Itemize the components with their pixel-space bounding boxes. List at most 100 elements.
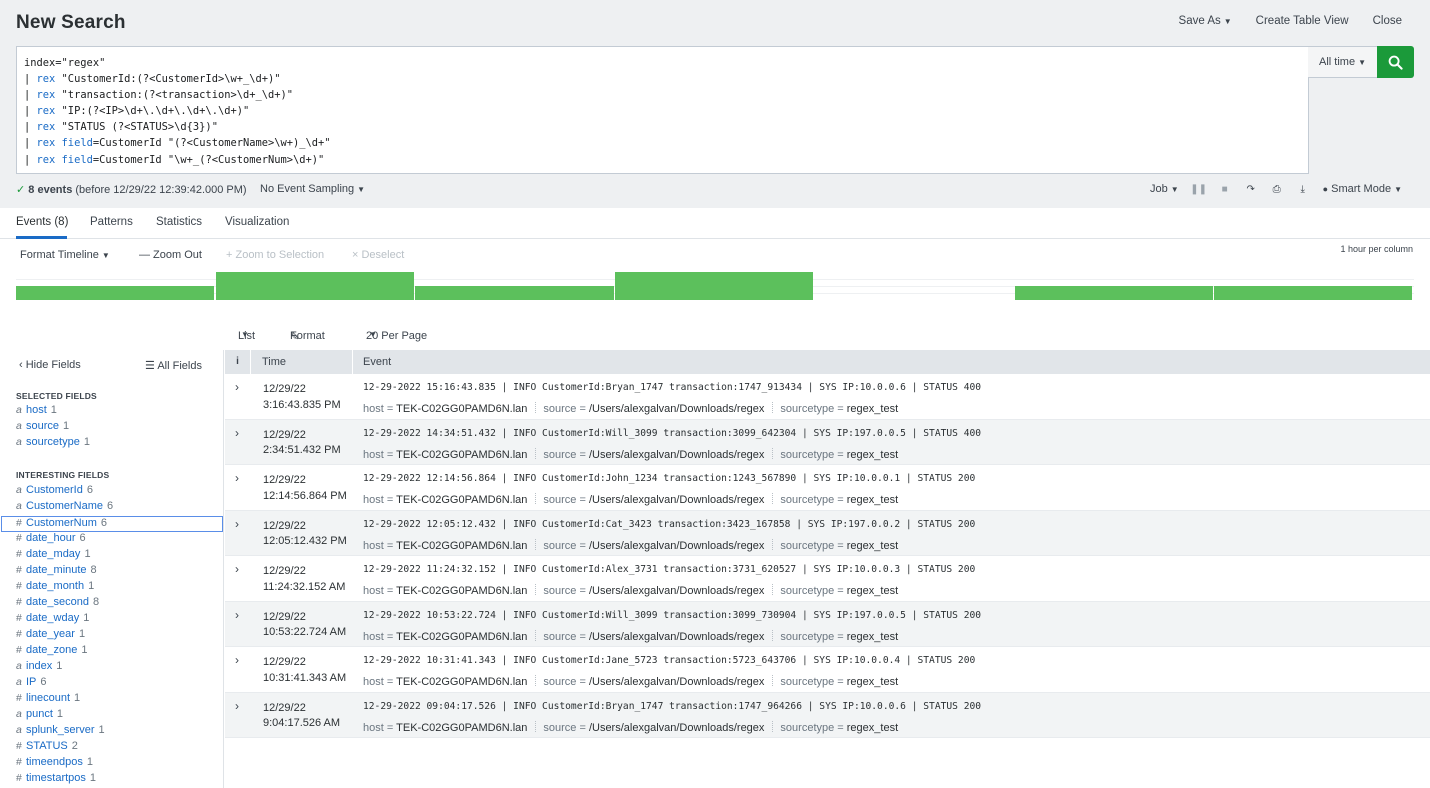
host-value[interactable]: TEK-C02GG0PAMD6N.lan (396, 403, 528, 415)
tab-patterns[interactable]: Patterns (90, 216, 133, 228)
expand-chevron-icon[interactable]: › (235, 698, 239, 713)
event-time[interactable]: 12/29/22 10:53:22.724 AM (263, 610, 346, 641)
search-query-editor[interactable]: index="regex" | rex "CustomerId:(?<Custom… (16, 46, 1309, 174)
source-value[interactable]: /Users/alexgalvan/Downloads/regex (588, 630, 765, 643)
search-mode-menu[interactable]: ● Smart Mode ▼ (1323, 183, 1402, 195)
host-value[interactable]: TEK-C02GG0PAMD6N.lan (396, 494, 528, 506)
sourcetype-value[interactable]: regex_test (846, 494, 899, 506)
sourcetype-value[interactable]: regex_test (846, 448, 899, 461)
expand-chevron-icon[interactable]: › (235, 653, 239, 667)
host-value[interactable]: TEK-C02GG0PAMD6N.lan (396, 721, 528, 734)
sourcetype-value[interactable]: regex_test (846, 676, 899, 688)
event-sampling-menu[interactable]: No Event Sampling ▼ (260, 183, 365, 195)
field-item[interactable]: # date_minute 8 (16, 564, 97, 580)
source-value[interactable]: /Users/alexgalvan/Downloads/regex (588, 676, 765, 688)
field-item[interactable]: # STATUS 2 (16, 740, 78, 756)
tab-statistics[interactable]: Statistics (156, 216, 203, 228)
job-menu[interactable]: Job ▼ (1150, 183, 1179, 195)
stop-icon[interactable]: ■ (1221, 183, 1228, 195)
field-item[interactable]: a sourcetype 1 (16, 436, 90, 452)
create-table-view-link[interactable]: Create Table View (1255, 15, 1349, 27)
field-item[interactable]: # date_zone 1 (16, 644, 88, 660)
field-item[interactable]: # timeendpos 1 (16, 756, 93, 772)
time-range-picker[interactable]: All time ▼ (1308, 46, 1378, 78)
event-time[interactable]: 12/29/22 12:05:12.432 PM (263, 519, 347, 550)
expand-chevron-icon[interactable]: › (235, 471, 239, 485)
hide-fields-button[interactable]: ‹ Hide Fields (19, 359, 81, 371)
share-icon[interactable]: ↷ (1246, 183, 1255, 195)
print-icon[interactable]: ⎙ (1272, 183, 1281, 195)
source-value[interactable]: /Users/alexgalvan/Downloads/regex (588, 448, 765, 461)
event-time[interactable]: 12/29/22 10:31:41.343 AM (263, 655, 346, 686)
field-item[interactable]: a CustomerName 6 (16, 500, 113, 516)
event-raw-text[interactable]: 12-29-2022 14:34:51.432 | INFO CustomerI… (363, 427, 982, 439)
time-column-header[interactable]: Time (251, 350, 353, 374)
field-item[interactable]: a source 1 (16, 420, 69, 436)
field-item[interactable]: # date_hour 6 (16, 532, 86, 548)
save-as-menu[interactable]: Save As ▼ (1179, 15, 1232, 27)
expand-chevron-icon[interactable]: › (235, 607, 239, 622)
source-value[interactable]: /Users/alexgalvan/Downloads/regex (588, 494, 765, 506)
timeline-bar[interactable] (415, 286, 614, 300)
host-value[interactable]: TEK-C02GG0PAMD6N.lan (396, 676, 528, 688)
field-item[interactable]: # date_month 1 (16, 580, 94, 596)
timeline-chart[interactable] (16, 272, 1414, 300)
event-raw-text[interactable]: 12-29-2022 12:05:12.432 | INFO CustomerI… (363, 518, 976, 530)
field-item[interactable]: a host 1 (16, 404, 57, 420)
event-time[interactable]: 12/29/22 3:16:43.835 PM (263, 382, 341, 413)
export-icon[interactable]: ⤓ (1300, 183, 1305, 195)
expand-chevron-icon[interactable]: › (235, 516, 239, 531)
field-item[interactable]: # CustomerNum 6 (1, 516, 223, 532)
zoom-to-selection-button[interactable]: + Zoom to Selection (226, 249, 325, 261)
field-item[interactable]: # timestartpos 1 (16, 772, 96, 788)
field-item[interactable]: a splunk_server 1 (16, 724, 105, 740)
timeline-bar[interactable] (1214, 286, 1413, 300)
source-value[interactable]: /Users/alexgalvan/Downloads/regex (588, 585, 765, 597)
event-raw-text[interactable]: 12-29-2022 11:24:32.152 | INFO CustomerI… (363, 564, 976, 575)
event-time[interactable]: 12/29/22 2:34:51.432 PM (263, 428, 341, 459)
zoom-out-button[interactable]: — Zoom Out (139, 249, 202, 261)
sourcetype-value[interactable]: regex_test (846, 585, 899, 597)
tab-visualization[interactable]: Visualization (225, 216, 290, 228)
event-raw-text[interactable]: 12-29-2022 12:14:56.864 | INFO CustomerI… (363, 473, 976, 484)
source-value[interactable]: /Users/alexgalvan/Downloads/regex (588, 539, 765, 552)
host-value[interactable]: TEK-C02GG0PAMD6N.lan (396, 630, 528, 643)
pause-icon[interactable]: ❚❚ (1190, 183, 1208, 195)
sourcetype-value[interactable]: regex_test (846, 539, 899, 552)
timeline-bar[interactable] (615, 272, 814, 300)
sourcetype-value[interactable]: regex_test (846, 721, 899, 734)
sourcetype-value[interactable]: regex_test (846, 630, 899, 643)
search-button[interactable] (1377, 46, 1414, 78)
expand-chevron-icon[interactable]: › (235, 562, 239, 576)
field-item[interactable]: a IP 6 (16, 676, 47, 692)
field-item[interactable]: a CustomerId 6 (16, 484, 93, 500)
field-item[interactable]: # date_mday 1 (16, 548, 91, 564)
sourcetype-value[interactable]: regex_test (846, 403, 899, 415)
event-time[interactable]: 12/29/22 9:04:17.526 AM (263, 701, 340, 732)
event-raw-text[interactable]: 12-29-2022 09:04:17.526 | INFO CustomerI… (363, 700, 982, 712)
source-value[interactable]: /Users/alexgalvan/Downloads/regex (588, 721, 765, 734)
deselect-button[interactable]: × Deselect (352, 249, 405, 261)
host-value[interactable]: TEK-C02GG0PAMD6N.lan (396, 448, 528, 461)
timeline-bar[interactable] (215, 272, 414, 300)
expand-chevron-icon[interactable]: › (235, 425, 239, 440)
event-raw-text[interactable]: 12-29-2022 10:53:22.724 | INFO CustomerI… (363, 609, 982, 621)
source-value[interactable]: /Users/alexgalvan/Downloads/regex (588, 403, 765, 415)
field-item[interactable]: a index 1 (16, 660, 62, 676)
timeline-bar[interactable] (16, 286, 215, 300)
tab-events[interactable]: Events (8) (16, 216, 69, 228)
event-time[interactable]: 12/29/22 12:14:56.864 PM (263, 473, 347, 504)
format-timeline-menu[interactable]: Format Timeline ▼ (20, 249, 110, 261)
timeline-bar[interactable] (1014, 286, 1213, 300)
event-time[interactable]: 12/29/22 11:24:32.152 AM (263, 564, 345, 595)
field-item[interactable]: # date_year 1 (16, 628, 85, 644)
expand-chevron-icon[interactable]: › (235, 380, 239, 394)
field-item[interactable]: # linecount 1 (16, 692, 80, 708)
host-value[interactable]: TEK-C02GG0PAMD6N.lan (396, 539, 528, 552)
event-raw-text[interactable]: 12-29-2022 10:31:41.343 | INFO CustomerI… (363, 655, 976, 666)
close-link[interactable]: Close (1372, 15, 1402, 27)
field-item[interactable]: a punct 1 (16, 708, 63, 724)
field-item[interactable]: # date_second 8 (16, 596, 99, 612)
event-raw-text[interactable]: 12-29-2022 15:16:43.835 | INFO CustomerI… (363, 382, 982, 393)
host-value[interactable]: TEK-C02GG0PAMD6N.lan (396, 585, 528, 597)
